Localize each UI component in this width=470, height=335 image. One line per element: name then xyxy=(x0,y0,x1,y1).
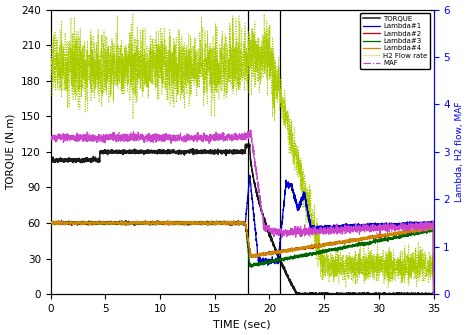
Lambda#1 xyxy=(228,221,234,225)
Lambda#3 xyxy=(48,222,54,226)
Lambda#2 xyxy=(128,221,133,225)
Y-axis label: TORQUE (N.m): TORQUE (N.m) xyxy=(6,114,16,190)
TORQUE xyxy=(228,150,234,154)
MAF xyxy=(431,292,436,296)
H2 Flow rate xyxy=(130,11,136,15)
Lambda#2 xyxy=(291,249,297,253)
Lambda#2 xyxy=(401,230,407,234)
Legend: TORQUE, Lambda#1, Lambda#2, Lambda#3, Lambda#4, H2 Flow rate, MAF: TORQUE, Lambda#1, Lambda#2, Lambda#3, La… xyxy=(360,13,430,69)
Line: Lambda#3: Lambda#3 xyxy=(51,220,433,294)
Lambda#4 xyxy=(186,221,192,225)
MAF xyxy=(401,224,407,228)
Lambda#3 xyxy=(401,232,407,237)
Lambda#1 xyxy=(291,191,297,195)
Lambda#4 xyxy=(165,218,171,222)
Lambda#1 xyxy=(128,220,133,224)
Lambda#3 xyxy=(186,221,192,225)
X-axis label: TIME (sec): TIME (sec) xyxy=(213,320,271,329)
Lambda#3 xyxy=(431,292,436,296)
H2 Flow rate xyxy=(128,74,133,78)
H2 Flow rate xyxy=(48,46,54,50)
Lambda#4 xyxy=(48,221,54,225)
TORQUE xyxy=(48,158,54,162)
Lambda#1 xyxy=(48,222,54,226)
Lambda#4 xyxy=(431,292,436,296)
MAF xyxy=(128,138,133,142)
H2 Flow rate xyxy=(385,285,391,289)
TORQUE xyxy=(128,151,133,155)
Lambda#2 xyxy=(155,219,160,223)
Lambda#4 xyxy=(275,251,281,255)
Lambda#2 xyxy=(186,220,192,224)
Lambda#3 xyxy=(235,218,241,222)
Y-axis label: Lambda, H2 flow, MAF: Lambda, H2 flow, MAF xyxy=(455,102,464,202)
Lambda#1 xyxy=(186,221,192,225)
H2 Flow rate xyxy=(291,162,297,166)
Line: Lambda#4: Lambda#4 xyxy=(51,220,433,294)
MAF xyxy=(186,135,192,139)
Lambda#2 xyxy=(431,292,436,296)
Lambda#4 xyxy=(291,248,297,252)
MAF xyxy=(291,228,297,232)
Lambda#2 xyxy=(228,221,234,225)
Lambda#1 xyxy=(401,221,407,225)
Line: MAF: MAF xyxy=(51,130,433,294)
Line: H2 Flow rate: H2 Flow rate xyxy=(51,13,433,287)
Lambda#3 xyxy=(275,258,281,262)
H2 Flow rate xyxy=(401,262,407,266)
Lambda#3 xyxy=(228,221,234,225)
Line: Lambda#2: Lambda#2 xyxy=(51,221,433,294)
H2 Flow rate xyxy=(228,64,234,68)
Lambda#1 xyxy=(247,173,252,177)
TORQUE xyxy=(243,142,249,146)
H2 Flow rate xyxy=(186,104,192,108)
TORQUE xyxy=(291,286,297,290)
Lambda#1 xyxy=(275,262,281,266)
Lambda#3 xyxy=(291,255,297,259)
Lambda#2 xyxy=(48,221,54,225)
TORQUE xyxy=(401,292,407,296)
TORQUE xyxy=(275,252,281,256)
Lambda#4 xyxy=(228,220,234,224)
MAF xyxy=(275,229,281,233)
Lambda#4 xyxy=(128,220,133,224)
Line: TORQUE: TORQUE xyxy=(51,144,433,294)
Lambda#3 xyxy=(128,221,133,225)
TORQUE xyxy=(186,150,192,154)
TORQUE xyxy=(431,292,436,296)
MAF xyxy=(48,136,54,140)
Line: Lambda#1: Lambda#1 xyxy=(51,175,433,294)
Lambda#2 xyxy=(275,249,281,253)
MAF xyxy=(228,137,234,141)
H2 Flow rate xyxy=(431,268,436,272)
H2 Flow rate xyxy=(275,71,281,75)
Lambda#1 xyxy=(431,292,436,296)
MAF xyxy=(248,128,254,132)
TORQUE xyxy=(294,292,300,296)
Lambda#4 xyxy=(401,230,407,234)
